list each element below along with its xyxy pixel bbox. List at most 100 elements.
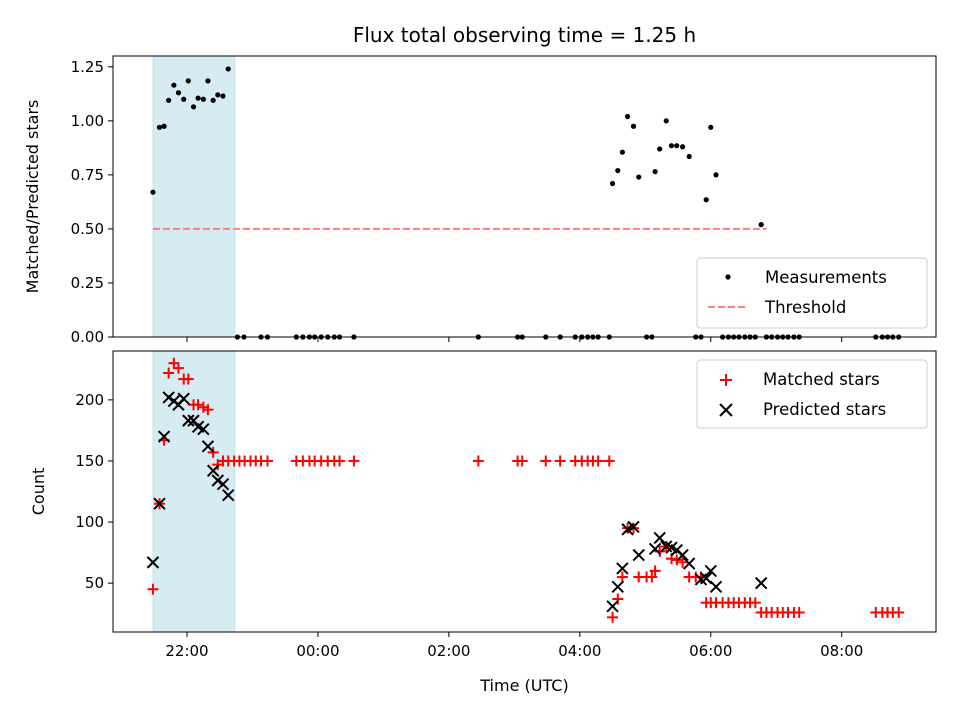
measurement-point [615, 167, 621, 174]
measurement-point [625, 113, 631, 120]
predicted-star-stroke [197, 422, 210, 436]
predicted-star-point [146, 556, 160, 569]
matched-star-point [654, 545, 666, 557]
matched-star-point [516, 455, 528, 467]
measurement-point [200, 96, 206, 102]
measurement-point [663, 118, 669, 124]
legend-measurements-label: Measurements [765, 268, 887, 287]
matched-star-point [592, 455, 604, 467]
matched-star-point [677, 556, 689, 568]
measurement-point [225, 66, 231, 72]
matched-star-point [163, 367, 175, 379]
measurement-point [190, 104, 197, 110]
matched-star-point [649, 565, 661, 577]
measurement-point [171, 82, 177, 88]
predicted-star-stroke [177, 392, 190, 405]
measurement-point [708, 124, 714, 130]
bottom-legend: Matched stars Predicted stars [696, 359, 928, 429]
predicted-star-stroke [627, 520, 640, 534]
measurement-point [220, 93, 226, 99]
predicted-star-stroke [709, 580, 723, 594]
top-plot-frame [112, 55, 937, 338]
predicted-star-stroke [216, 477, 230, 491]
predicted-star-stroke [146, 556, 160, 569]
matched-star-point [893, 606, 905, 618]
predicted-star-point [648, 542, 662, 556]
matched-star-point [472, 455, 484, 467]
predicted-star-stroke [222, 488, 235, 502]
predicted-star-point [206, 464, 220, 477]
predicted-star-point [653, 531, 666, 545]
top-y-axis-label: Matched/Predicted stars [23, 100, 42, 294]
measurement-point [215, 92, 221, 98]
bottom-plot-frame [112, 350, 937, 633]
matched-star-point [172, 362, 184, 374]
legend-threshold-label: Threshold [764, 298, 846, 317]
y-tick-label: 0.50 [71, 220, 104, 238]
matched-star-point [202, 404, 214, 416]
matched-star-point [182, 373, 194, 385]
legend-predicted-marker [719, 403, 733, 417]
predicted-star-point [709, 580, 723, 594]
matched-star-point [192, 399, 204, 411]
measurement-point [181, 96, 187, 102]
predicted-star-point [616, 562, 629, 575]
predicted-star-stroke [616, 562, 629, 575]
predicted-star-stroke [676, 548, 689, 562]
top-legend: Measurements Threshold [696, 257, 928, 329]
predicted-star-stroke [754, 576, 768, 590]
predicted-star-point [216, 477, 230, 491]
predicted-star-point [211, 474, 224, 487]
x-tick-label: 00:00 [296, 642, 339, 660]
predicted-star-stroke [182, 414, 195, 427]
x-tick-label: 02:00 [427, 642, 470, 660]
matched-star-point [348, 455, 360, 467]
y-tick-label: 0.25 [71, 274, 104, 292]
chart-title: Flux total observing time = 1.25 h [353, 23, 696, 47]
y-tick-label: 50 [85, 574, 104, 592]
predicted-star-point [676, 548, 689, 562]
matched-star-point [612, 593, 624, 605]
matched-star-point [607, 611, 619, 623]
measurement-point [630, 123, 637, 129]
y-tick-label: 200 [75, 391, 104, 409]
predicted-star-point [754, 576, 768, 590]
matched-star-point [616, 571, 628, 583]
measurement-point [161, 123, 167, 129]
y-tick-label: 1.25 [71, 58, 104, 76]
predicted-star-stroke [187, 414, 200, 427]
bottom-axis-ticks: 50 100 150 200 22:00 00:00 02:00 04:00 06:00 08:0… [75, 391, 863, 660]
predicted-star-point [704, 564, 717, 578]
measurement-point [703, 197, 709, 203]
predicted-star-stroke [211, 474, 224, 487]
measurement-point [686, 153, 692, 160]
matched-star-point [793, 606, 805, 618]
predicted-stars-points [146, 391, 768, 613]
matched-stars-points [147, 357, 905, 623]
top-axis-ticks: 0.00 0.25 0.50 0.75 1.00 1.25 [71, 58, 843, 346]
top-legend-box [696, 257, 928, 329]
predicted-star-point [182, 414, 195, 427]
x-tick-label: 04:00 [558, 642, 601, 660]
measurement-point [668, 143, 675, 149]
predicted-star-point [187, 414, 200, 427]
legend-matched-marker [720, 374, 732, 386]
y-tick-label: 0.00 [71, 328, 104, 346]
predicted-star-stroke [191, 420, 205, 433]
predicted-star-stroke [653, 531, 666, 545]
measurement-point [205, 78, 211, 84]
x-tick-label: 06:00 [689, 642, 732, 660]
bottom-y-axis-label: Count [29, 468, 48, 516]
predicted-star-point [627, 520, 640, 534]
matched-star-point [603, 455, 615, 467]
measurement-point [166, 97, 172, 103]
matched-star-point [147, 583, 159, 595]
top-panel: Flux total observing time = 1.25 h 0.00 0… [23, 23, 937, 346]
measurement-point [758, 222, 764, 228]
y-tick-label: 1.00 [71, 112, 104, 130]
predicted-star-point [197, 422, 210, 436]
measurement-point [674, 143, 680, 149]
matched-star-point [207, 446, 219, 458]
predicted-star-point [162, 391, 175, 404]
